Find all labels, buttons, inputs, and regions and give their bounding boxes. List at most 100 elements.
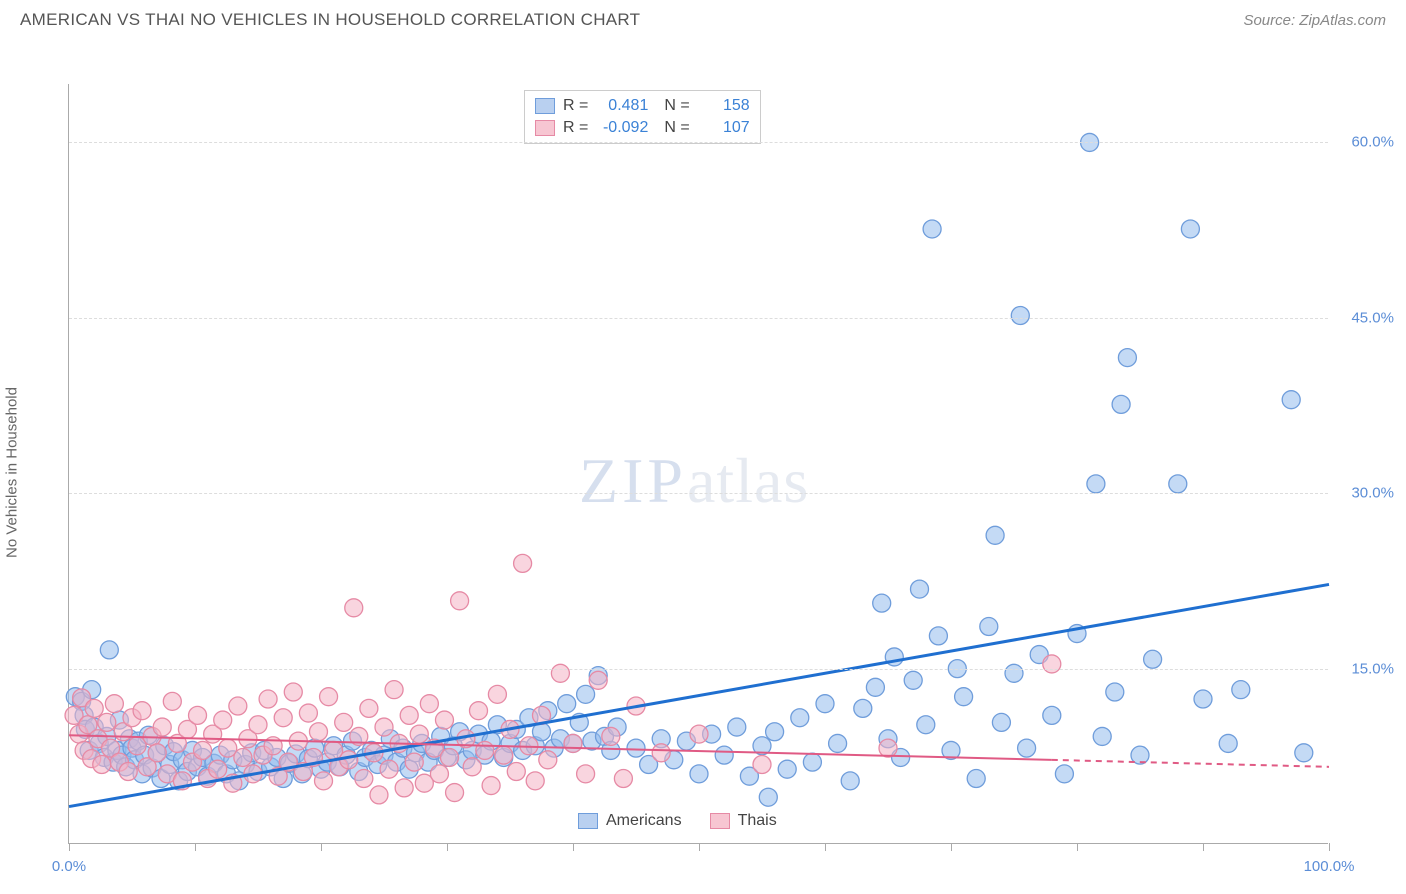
legend-r-value: -0.092 <box>596 117 648 139</box>
scatter-point <box>375 718 393 736</box>
scatter-point <box>577 685 595 703</box>
scatter-point <box>441 748 459 766</box>
scatter-point <box>873 594 891 612</box>
grid-line <box>69 669 1328 670</box>
x-tick <box>825 843 826 851</box>
chart-source: Source: ZipAtlas.com <box>1243 12 1386 29</box>
scatter-point <box>955 688 973 706</box>
scatter-point <box>514 554 532 572</box>
scatter-point <box>980 618 998 636</box>
y-tick-label: 15.0% <box>1351 660 1394 677</box>
scatter-point <box>345 599 363 617</box>
scatter-point <box>1005 664 1023 682</box>
legend-item: Americans <box>578 812 682 830</box>
scatter-point <box>163 692 181 710</box>
x-tick <box>699 843 700 851</box>
scatter-point <box>1181 220 1199 238</box>
scatter-point <box>589 671 607 689</box>
scatter-point <box>1232 681 1250 699</box>
legend-label: Thais <box>738 812 777 830</box>
scatter-point <box>854 699 872 717</box>
legend-top: R =0.481N =158R =-0.092N =107 <box>524 90 761 144</box>
scatter-point <box>98 713 116 731</box>
scatter-point <box>690 765 708 783</box>
scatter-point <box>100 641 118 659</box>
scatter-point <box>234 748 252 766</box>
scatter-point <box>430 765 448 783</box>
scatter-point <box>85 699 103 717</box>
scatter-point <box>923 220 941 238</box>
scatter-point <box>1087 475 1105 493</box>
scatter-point <box>539 751 557 769</box>
scatter-point <box>759 788 777 806</box>
scatter-point <box>992 713 1010 731</box>
scatter-point <box>209 760 227 778</box>
scatter-point <box>488 685 506 703</box>
scatter-point <box>476 741 494 759</box>
scatter-point <box>1169 475 1187 493</box>
scatter-point <box>410 725 428 743</box>
scatter-point <box>690 725 708 743</box>
legend-item: Thais <box>710 812 777 830</box>
legend-swatch <box>710 813 730 829</box>
x-tick <box>321 843 322 851</box>
scatter-point <box>320 688 338 706</box>
scatter-point <box>105 695 123 713</box>
scatter-point <box>385 681 403 699</box>
scatter-point <box>728 718 746 736</box>
legend-n-label: N = <box>664 95 689 117</box>
scatter-point <box>791 709 809 727</box>
scatter-point <box>841 772 859 790</box>
scatter-point <box>214 711 232 729</box>
scatter-point <box>463 758 481 776</box>
legend-n-value: 107 <box>698 117 750 139</box>
scatter-point <box>299 704 317 722</box>
scatter-point <box>803 753 821 771</box>
scatter-point <box>507 763 525 781</box>
scatter-point <box>1093 727 1111 745</box>
scatter-point <box>446 784 464 802</box>
legend-bottom: Americans Thais <box>578 812 777 830</box>
x-tick <box>1203 843 1204 851</box>
x-tick <box>195 843 196 851</box>
scatter-point <box>229 697 247 715</box>
scatter-point <box>1055 765 1073 783</box>
scatter-point <box>1295 744 1313 762</box>
scatter-point <box>335 713 353 731</box>
scatter-point <box>370 786 388 804</box>
x-tick <box>69 843 70 851</box>
legend-label: Americans <box>606 812 682 830</box>
scatter-point <box>495 746 513 764</box>
scatter-point <box>929 627 947 645</box>
scatter-point <box>917 716 935 734</box>
scatter-point <box>482 777 500 795</box>
scatter-point <box>400 706 418 724</box>
scatter-point <box>355 770 373 788</box>
scatter-point <box>274 709 292 727</box>
x-tick <box>447 843 448 851</box>
scatter-point <box>778 760 796 778</box>
scatter-point <box>652 744 670 762</box>
scatter-point <box>602 727 620 745</box>
scatter-point <box>360 699 378 717</box>
legend-r-label: R = <box>563 95 588 117</box>
scatter-point <box>564 734 582 752</box>
scatter-point <box>911 580 929 598</box>
scatter-point <box>259 690 277 708</box>
x-tick-label: 0.0% <box>52 858 86 875</box>
scatter-point <box>879 739 897 757</box>
scatter-point <box>866 678 884 696</box>
scatter-point <box>148 744 166 762</box>
scatter-point <box>1118 349 1136 367</box>
scatter-point <box>816 695 834 713</box>
legend-stat-row: R =0.481N =158 <box>535 95 750 117</box>
scatter-point <box>551 664 569 682</box>
y-axis-label: No Vehicles in Household <box>4 387 21 558</box>
scatter-point <box>1144 650 1162 668</box>
legend-n-value: 158 <box>698 95 750 117</box>
x-tick <box>951 843 952 851</box>
legend-r-label: R = <box>563 117 588 139</box>
scatter-point <box>470 702 488 720</box>
scatter-point <box>986 526 1004 544</box>
y-tick-label: 45.0% <box>1351 309 1394 326</box>
